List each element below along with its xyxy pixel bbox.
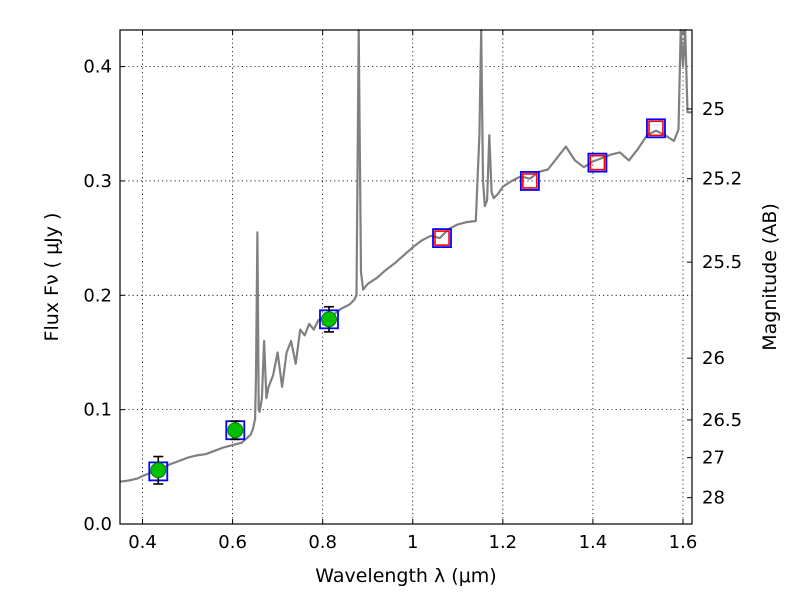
mag-tick-label: 25.2	[702, 169, 742, 190]
y-axis-label: Flux Fν ( μJy )	[41, 213, 63, 342]
model-box-marker	[432, 228, 452, 249]
y2-axis-label: Magnitude (AB)	[759, 203, 781, 351]
upper-box-marker	[589, 154, 606, 171]
photometry-point	[227, 422, 244, 439]
y-tick-label: 0.4	[83, 57, 112, 78]
photometry-point	[150, 462, 167, 479]
spectrum-series	[119, 28, 692, 483]
upper-box-marker	[522, 173, 538, 189]
upper-box-marker	[648, 120, 664, 137]
mag-tick-label: 27	[702, 448, 725, 469]
model-box-marker	[519, 171, 540, 191]
axis-ticks: 0.4 0.6 0.8 1 1.2 1.4 1.6 0.0 0.1 0.2 0.3 0.4 25 25.2…	[83, 30, 742, 553]
mag-tick-label: 26	[702, 348, 725, 369]
mag-tick-label: 26.5	[702, 410, 742, 431]
x-tick-label: 0.4	[128, 532, 157, 553]
model-box-marker	[587, 152, 608, 173]
x-tick-label: 0.8	[308, 532, 337, 553]
mag-tick-label: 25	[702, 99, 725, 120]
x-axis-label: Wavelength λ (μm)	[315, 565, 496, 587]
x-tick-label: 1.6	[669, 532, 698, 553]
mag-tick-label: 28	[702, 488, 725, 509]
y-tick-label: 0.3	[83, 171, 112, 192]
mag-tick-label: 25.5	[702, 252, 742, 273]
x-tick-label: 1.2	[489, 532, 518, 553]
y-tick-label: 0.2	[83, 285, 112, 306]
spectrum-line	[119, 28, 692, 483]
plot-frame	[119, 29, 693, 525]
y-tick-label: 0.0	[83, 514, 112, 535]
y-tick-label: 0.1	[83, 400, 112, 421]
photometry-point	[320, 311, 337, 328]
grid	[120, 30, 692, 525]
photometry-markers	[148, 118, 666, 485]
x-tick-label: 1.4	[579, 532, 608, 553]
x-tick-label: 1	[407, 532, 418, 553]
model-box-marker	[646, 118, 666, 139]
upper-box-marker	[434, 230, 450, 246]
x-tick-label: 0.6	[218, 532, 247, 553]
